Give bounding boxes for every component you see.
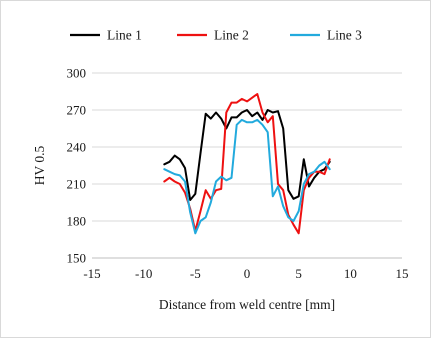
legend-label: Line 2 [214, 28, 249, 43]
x-tick-label: 0 [244, 266, 251, 281]
series-line-1 [163, 109, 331, 201]
legend: Line 1 Line 2 Line 3 [70, 28, 362, 43]
y-tick-label: 150 [67, 251, 87, 266]
x-tick-label: 5 [295, 266, 302, 281]
x-tick-labels: -15 -10 -5 0 5 10 15 [83, 266, 408, 281]
x-tick-label: -15 [83, 266, 100, 281]
gridlines [92, 72, 402, 222]
legend-label: Line 3 [327, 28, 362, 43]
y-tick-labels: 150 180 210 240 270 300 [67, 66, 87, 266]
x-tick-label: -5 [190, 266, 201, 281]
y-tick-label: 210 [67, 177, 87, 192]
plot-area [163, 93, 331, 235]
x-tick-label: 15 [396, 266, 409, 281]
series-line-3 [163, 118, 331, 235]
legend-label: Line 1 [107, 28, 142, 43]
y-tick-label: 300 [67, 66, 87, 81]
y-tick-label: 270 [67, 103, 87, 118]
y-tick-label: 180 [67, 214, 87, 229]
y-tick-label: 240 [67, 140, 87, 155]
y-axis-title: HV 0.5 [32, 146, 47, 186]
x-tick-label: -10 [135, 266, 152, 281]
x-tick-label: 10 [344, 266, 357, 281]
x-axis-title: Distance from weld centre [mm] [159, 297, 335, 312]
